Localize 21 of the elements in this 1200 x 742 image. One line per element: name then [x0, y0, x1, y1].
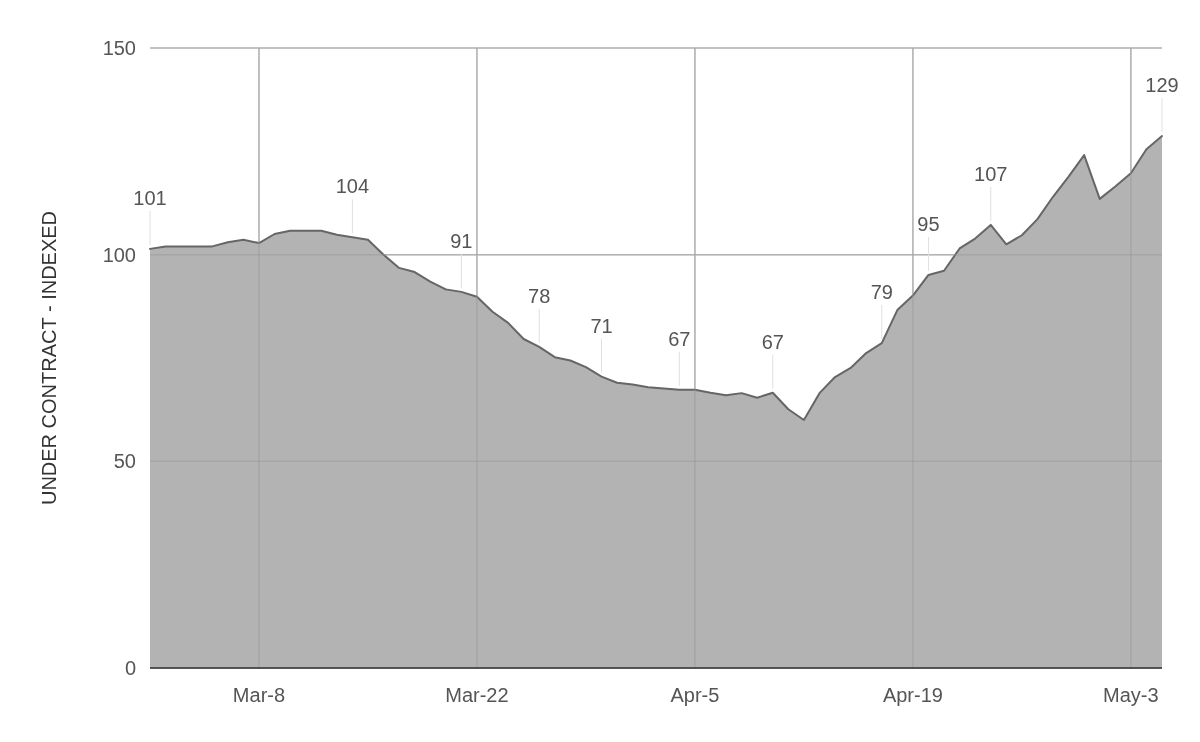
x-tick-label: Mar-8 [232, 684, 286, 706]
data-label: 67 [761, 330, 784, 353]
y-tick-label: 50 [113, 450, 136, 473]
data-label: 78 [528, 284, 551, 307]
data-label: 129 [1145, 74, 1179, 97]
data-label: 79 [870, 281, 893, 304]
x-tick-label: Mar-22 [445, 684, 509, 706]
x-tick-label: May-3 [1103, 684, 1159, 706]
data-label: 104 [335, 175, 370, 198]
y-axis-title: UNDER CONTRACT - INDEXED [38, 210, 60, 506]
data-label: 91 [450, 229, 473, 252]
y-tick-label: 150 [102, 37, 136, 59]
data-label: 101 [133, 186, 167, 209]
data-label: 67 [668, 327, 691, 350]
data-label: 95 [917, 212, 940, 235]
y-tick-label: 100 [102, 243, 136, 266]
data-label: 107 [974, 162, 1008, 185]
y-tick-label: 0 [124, 657, 136, 679]
x-tick-label: Apr-19 [882, 684, 943, 706]
data-label: 71 [590, 314, 613, 337]
x-tick-label: Apr-5 [670, 684, 720, 706]
